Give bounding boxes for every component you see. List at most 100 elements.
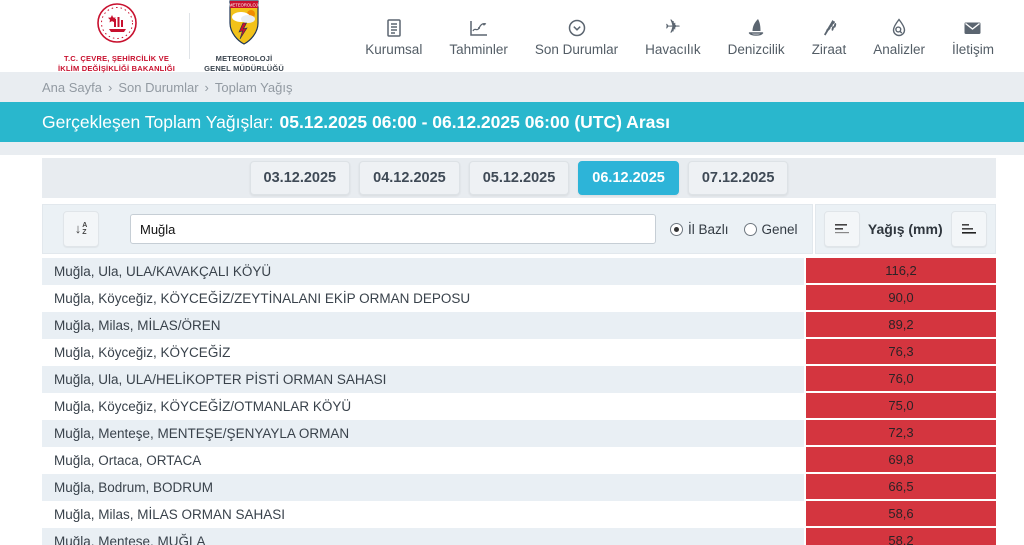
table-row[interactable]: Muğla, Milas, MİLAS/ÖREN 89,2: [42, 312, 996, 339]
table-row[interactable]: Muğla, Menteşe, MUĞLA 58,2: [42, 528, 996, 545]
nav-item-analizler[interactable]: Analizler: [873, 16, 925, 57]
tab-date-3[interactable]: 05.12.2025: [468, 161, 570, 195]
sailboat-icon: [746, 16, 766, 38]
nav-item-kurumsal[interactable]: Kurumsal: [365, 16, 422, 57]
forecast-chart-icon: [468, 16, 490, 38]
value-header-label: Yağış (mm): [867, 221, 943, 237]
logo-area: T.C. ÇEVRE, ŞEHİRCİLİK VE İKLİM DEĞİŞİKL…: [58, 0, 284, 73]
nav-item-son-durumlar[interactable]: Son Durumlar: [535, 16, 618, 57]
station-name: Muğla, Bodrum, BODRUM: [42, 474, 804, 501]
mgm-logo-link[interactable]: METEOROLOJİ METEOROLOJİ GENEL MÜDÜRLÜĞÜ: [204, 0, 284, 73]
breadcrumb-home[interactable]: Ana Sayfa: [42, 79, 102, 95]
content-area: 03.12.2025 04.12.2025 05.12.2025 06.12.2…: [42, 158, 996, 545]
nav-label: Analizler: [873, 41, 925, 57]
table-row[interactable]: Muğla, Bodrum, BODRUM 66,5: [42, 474, 996, 501]
svg-text:METEOROLOJİ: METEOROLOJİ: [229, 3, 259, 8]
ministry-logo-link[interactable]: T.C. ÇEVRE, ŞEHİRCİLİK VE İKLİM DEĞİŞİKL…: [58, 0, 175, 73]
table-row[interactable]: Muğla, Ula, ULA/HELİKOPTER PİSTİ ORMAN S…: [42, 366, 996, 393]
station-name: Muğla, Ortaca, ORTACA: [42, 447, 804, 474]
sort-arrow-icon: ↓: [74, 221, 82, 236]
breadcrumb: Ana Sayfa › Son Durumlar › Toplam Yağış: [0, 72, 1024, 102]
table-row[interactable]: Muğla, Menteşe, MENTEŞE/ŞENYAYLA ORMAN 7…: [42, 420, 996, 447]
circle-chevron-icon: [567, 16, 587, 38]
radio-genel[interactable]: Genel: [743, 222, 798, 237]
droplet-search-icon: [889, 16, 909, 38]
radio-unselected-icon: [743, 222, 757, 236]
ministry-emblem-icon: [91, 0, 143, 52]
wheat-icon: [820, 16, 838, 38]
banner-date-range: 05.12.2025 06:00 - 06.12.2025 06:00 (UTC…: [279, 111, 670, 132]
rainfall-value: 58,6: [806, 501, 996, 528]
nav-label: Tahminler: [449, 41, 508, 57]
nav-label: Kurumsal: [365, 41, 423, 57]
station-name: Muğla, Menteşe, MUĞLA: [42, 528, 804, 545]
breadcrumb-son-durumlar[interactable]: Son Durumlar: [118, 79, 199, 95]
table-row[interactable]: Muğla, Ortaca, ORTACA 69,8: [42, 447, 996, 474]
breadcrumb-separator: ›: [108, 79, 113, 95]
rainfall-value: 69,8: [806, 447, 996, 474]
nav-item-ziraat[interactable]: Ziraat: [811, 16, 847, 57]
banner-prefix: Gerçekleşen Toplam Yağışlar:: [42, 111, 274, 132]
table-row[interactable]: Muğla, Köyceğiz, KÖYCEĞİZ 76,3: [42, 339, 996, 366]
page-title-banner: Gerçekleşen Toplam Yağışlar: 05.12.2025 …: [0, 102, 1024, 142]
rainfall-value: 72,3: [806, 420, 996, 447]
rainfall-value: 76,0: [806, 366, 996, 393]
sort-desc-icon: [834, 224, 849, 234]
tab-date-5[interactable]: 07.12.2025: [687, 161, 789, 195]
rainfall-value: 58,2: [806, 528, 996, 545]
value-column-header: Yağış (mm): [814, 204, 996, 254]
sort-az-icon: A Z: [82, 222, 88, 236]
nav-label: Son Durumlar: [534, 41, 619, 57]
station-name: Muğla, Ula, ULA/HELİKOPTER PİSTİ ORMAN S…: [42, 366, 804, 393]
table-row[interactable]: Muğla, Ula, ULA/KAVAKÇALI KÖYÜ 116,2: [42, 258, 996, 285]
station-search-input[interactable]: [130, 214, 656, 244]
rainfall-value: 76,3: [806, 339, 996, 366]
filter-mode-radios: İl Bazlı Genel: [670, 222, 798, 237]
airplane-icon: ✈: [664, 16, 681, 38]
station-name: Muğla, Menteşe, MENTEŞE/ŞENYAYLA ORMAN: [42, 420, 804, 447]
table-row[interactable]: Muğla, Milas, MİLAS ORMAN SAHASI 58,6: [42, 501, 996, 528]
breadcrumb-current: Toplam Yağış: [214, 79, 293, 95]
document-icon: [384, 16, 404, 38]
envelope-icon: [962, 16, 983, 38]
rainfall-table: Muğla, Ula, ULA/KAVAKÇALI KÖYÜ 116,2 Muğ…: [42, 258, 996, 545]
main-nav: Kurumsal Tahminler Son Durumlar: [365, 16, 994, 57]
rainfall-value: 116,2: [806, 258, 996, 285]
filter-panel: ↓ A Z İl Bazlı Genel: [42, 204, 813, 254]
logo-divider: [189, 13, 191, 59]
nav-item-tahminler[interactable]: Tahminler: [449, 16, 508, 57]
sort-ascending-button[interactable]: [951, 211, 987, 247]
nav-item-iletisim[interactable]: İletişim: [952, 16, 994, 57]
tab-date-1[interactable]: 03.12.2025: [249, 161, 351, 195]
rainfall-value: 90,0: [806, 285, 996, 312]
banner-shadow-strip: [0, 142, 1024, 155]
filter-row: ↓ A Z İl Bazlı Genel: [42, 204, 996, 254]
nav-label: Ziraat: [811, 41, 847, 57]
table-row[interactable]: Muğla, Köyceğiz, KÖYCEĞİZ/ZEYTİNALANI EK…: [42, 285, 996, 312]
rainfall-value: 89,2: [806, 312, 996, 339]
nav-item-havacilik[interactable]: ✈ Havacılık: [645, 16, 701, 57]
radio-selected-icon: [670, 222, 683, 236]
station-name: Muğla, Köyceğiz, KÖYCEĞİZ: [42, 339, 804, 366]
nav-label: İletişim: [951, 41, 994, 57]
nav-item-denizcilik[interactable]: Denizcilik: [728, 16, 785, 57]
station-name: Muğla, Milas, MİLAS ORMAN SAHASI: [42, 501, 804, 528]
rainfall-value: 75,0: [806, 393, 996, 420]
sort-descending-button[interactable]: [823, 211, 860, 247]
mgm-shield-icon: METEOROLOJİ: [224, 0, 264, 52]
sort-alphabetical-button[interactable]: ↓ A Z: [63, 211, 99, 247]
radio-il-bazli[interactable]: İl Bazlı: [670, 222, 729, 237]
station-name: Muğla, Milas, MİLAS/ÖREN: [42, 312, 804, 339]
site-header: T.C. ÇEVRE, ŞEHİRCİLİK VE İKLİM DEĞİŞİKL…: [0, 0, 1024, 73]
breadcrumb-separator: ›: [204, 79, 209, 95]
nav-label: Havacılık: [645, 41, 701, 57]
tab-date-4-selected[interactable]: 06.12.2025: [578, 161, 679, 195]
radio-label: İl Bazlı: [688, 221, 729, 237]
mgm-logo-caption: METEOROLOJİ GENEL MÜDÜRLÜĞÜ: [204, 54, 285, 73]
sort-asc-icon: [962, 224, 976, 234]
rainfall-value: 66,5: [806, 474, 996, 501]
station-name: Muğla, Köyceğiz, KÖYCEĞİZ/OTMANLAR KÖYÜ: [42, 393, 804, 420]
station-name: Muğla, Ula, ULA/KAVAKÇALI KÖYÜ: [42, 258, 804, 285]
tab-date-2[interactable]: 04.12.2025: [359, 161, 460, 195]
table-row[interactable]: Muğla, Köyceğiz, KÖYCEĞİZ/OTMANLAR KÖYÜ …: [42, 393, 996, 420]
